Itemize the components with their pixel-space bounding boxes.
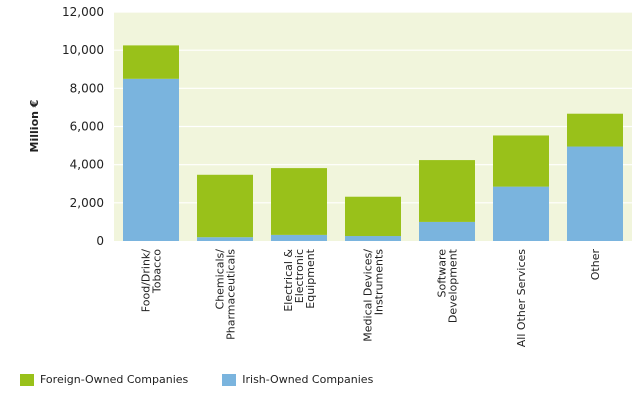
x-tick-label-line: Tobacco (151, 249, 164, 294)
x-tick-label-line: Food/Drink/ (140, 249, 153, 312)
x-tick-label-line: Pharmaceuticals (225, 249, 238, 340)
y-axis-label: Million € (28, 100, 41, 153)
bar-irish-owned (567, 146, 623, 241)
x-tick-label-line: Electronic (293, 249, 306, 303)
bar-irish-owned (271, 234, 327, 241)
x-tick-label-line: Development (447, 248, 460, 323)
x-tick-label-line: All Other Services (515, 249, 528, 348)
bar-foreign-owned (197, 174, 253, 238)
bars (123, 45, 623, 242)
x-tick-label-line: Chemicals/ (214, 249, 227, 310)
x-tick-label-line: Electrical & (282, 249, 295, 312)
x-tick-label: Chemicals/Pharmaceuticals (214, 249, 238, 340)
x-axis-labels: Food/Drink/Tobacco Chemicals/Pharmaceutic… (140, 248, 603, 347)
legend-item-foreign: Foreign-Owned Companies (20, 373, 188, 386)
legend-label-foreign: Foreign-Owned Companies (40, 373, 189, 386)
legend: Foreign-Owned Companies Irish-Owned Comp… (20, 373, 373, 386)
bar-irish-owned (197, 237, 253, 241)
legend-swatch-irish (222, 373, 237, 386)
x-tick-label: Medical Devices/Instruments (362, 249, 386, 342)
legend-item-irish: Irish-Owned Companies (222, 373, 373, 386)
bar-irish-owned (493, 186, 549, 241)
y-tick-label: 10,000 (62, 43, 104, 57)
bar-foreign-owned (419, 160, 475, 222)
x-tick-label-line: Other (589, 249, 602, 281)
x-tick-label-line: Equipment (304, 248, 317, 308)
bar-irish-owned (345, 236, 401, 241)
y-tick-label: 8,000 (70, 81, 104, 95)
x-tick-label: SoftwareDevelopment (436, 248, 460, 323)
x-tick-label: Other (589, 249, 602, 281)
x-tick-label-line: Medical Devices/ (362, 249, 375, 342)
x-tick-label: Food/Drink/Tobacco (140, 249, 164, 312)
bar-irish-owned (123, 78, 179, 242)
bar-irish-owned (419, 221, 475, 241)
bar-chart: 0 2,000 4,000 6,000 8,000 10,000 12,000 Food/D… (28, 5, 632, 347)
x-tick-label-line: Software (436, 249, 449, 298)
x-tick-label-line: Instruments (373, 249, 386, 316)
y-tick-label: 4,000 (70, 158, 104, 172)
y-tick-label: 0 (96, 234, 104, 248)
bar-foreign-owned (493, 135, 549, 187)
y-axis-ticks: 0 2,000 4,000 6,000 8,000 10,000 12,000 (62, 5, 104, 248)
y-tick-label: 6,000 (70, 120, 104, 134)
x-tick-label: Electrical &ElectronicEquipment (282, 248, 317, 311)
bar-foreign-owned (123, 45, 179, 79)
bar-foreign-owned (567, 113, 623, 147)
x-tick-label: All Other Services (515, 249, 528, 348)
bar-foreign-owned (271, 168, 327, 235)
y-tick-label: 12,000 (62, 5, 104, 19)
bar-foreign-owned (345, 196, 401, 237)
legend-swatch-foreign (20, 373, 34, 386)
legend-label-irish: Irish-Owned Companies (242, 373, 374, 386)
y-tick-label: 2,000 (70, 196, 104, 210)
